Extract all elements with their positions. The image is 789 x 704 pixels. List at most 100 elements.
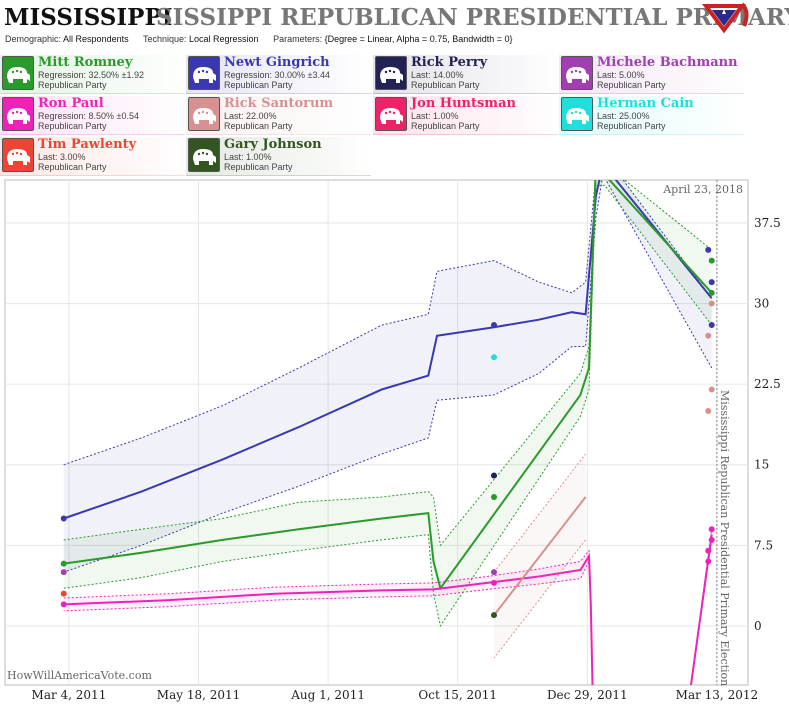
poll-point xyxy=(705,332,712,339)
series-line xyxy=(493,496,587,616)
series-line xyxy=(63,180,713,591)
candidate-name: Herman Cain xyxy=(597,96,694,111)
flag-logo-icon xyxy=(698,0,750,50)
candidate-stat: Last: 1.00% xyxy=(411,111,459,121)
candidate-stat: Last: 22.00% xyxy=(224,111,277,121)
x-tick-label: Aug 1, 2011 xyxy=(290,688,365,702)
candidate-card[interactable]: Rick Perry Last: 14.00% Republican Party xyxy=(373,55,558,94)
poll-point xyxy=(708,300,715,307)
elephant-icon xyxy=(188,97,220,131)
elephant-icon xyxy=(561,97,593,131)
elephant-icon xyxy=(375,97,407,131)
candidate-name: Gary Johnson xyxy=(224,137,322,152)
poll-point xyxy=(708,257,715,264)
candidate-card[interactable]: Jon Huntsman Last: 1.00% Republican Part… xyxy=(373,96,558,135)
series-group xyxy=(60,180,715,685)
candidate-name: Rick Perry xyxy=(411,55,488,70)
poll-point xyxy=(490,493,497,500)
candidate-name: Newt Gingrich xyxy=(224,55,330,70)
lower-bound-line xyxy=(63,180,713,573)
title-bar: MISSISSIPPI SISSIPPI REPUBLICAN PRESIDEN… xyxy=(0,0,789,34)
poll-point xyxy=(60,590,67,597)
poll-point xyxy=(490,569,497,576)
poll-point xyxy=(705,408,712,415)
candidate-name: Mitt Romney xyxy=(38,55,133,70)
poll-point xyxy=(705,246,712,253)
confidence-band xyxy=(63,180,712,626)
election-label: Mississippi Republican Presidential Prim… xyxy=(718,390,731,686)
candidate-card[interactable]: Michele Bachmann Last: 5.00% Republican … xyxy=(559,55,744,94)
y-tick-label: 22.5 xyxy=(754,377,781,391)
upper-bound-line xyxy=(63,549,593,685)
poll-point xyxy=(490,579,497,586)
candidate-party: Republican Party xyxy=(411,80,480,90)
poll-point xyxy=(490,612,497,619)
elephant-icon xyxy=(2,97,34,131)
candidate-card[interactable]: Rick Santorum Last: 22.00% Republican Pa… xyxy=(186,96,371,135)
candidate-party: Republican Party xyxy=(411,121,480,131)
candidate-stat: Last: 25.00% xyxy=(597,111,650,121)
poll-point xyxy=(60,601,67,608)
elephant-icon xyxy=(561,56,593,90)
parameters-label: Parameters: xyxy=(273,34,323,44)
candidate-stat: Last: 5.00% xyxy=(597,70,645,80)
technique-value: Local Regression xyxy=(189,34,259,44)
lower-bound-line xyxy=(493,539,586,659)
watermark: HowWillAmericaVote.com xyxy=(7,669,152,682)
candidate-card[interactable]: Herman Cain Last: 25.00% Republican Part… xyxy=(559,96,744,135)
poll-point xyxy=(60,569,67,576)
candidate-party: Republican Party xyxy=(38,162,107,172)
x-tick-label: Mar 13, 2012 xyxy=(676,688,758,702)
poll-point xyxy=(708,526,715,533)
upper-bound-line xyxy=(63,180,713,547)
candidate-party: Republican Party xyxy=(597,80,666,90)
x-tick-label: Mar 4, 2011 xyxy=(32,688,107,702)
y-tick-label: 15 xyxy=(754,458,769,472)
candidate-legend: Mitt Romney Regression: 32.50% ±1.92 Rep… xyxy=(0,55,789,176)
demographic-value: All Respondents xyxy=(63,34,129,44)
parameters-value: {Degree = Linear, Alpha = 0.75, Bandwidt… xyxy=(324,34,513,44)
elephant-icon xyxy=(2,56,34,90)
poll-point xyxy=(705,547,712,554)
candidate-party: Republican Party xyxy=(38,80,107,90)
page-title: SISSIPPI REPUBLICAN PRESIDENTIAL PRIMARY… xyxy=(156,4,789,31)
confidence-band xyxy=(63,180,712,573)
poll-point xyxy=(708,279,715,286)
candidate-party: Republican Party xyxy=(38,121,107,131)
elephant-icon xyxy=(188,138,220,172)
candidate-card[interactable]: Mitt Romney Regression: 32.50% ±1.92 Rep… xyxy=(0,55,185,94)
candidate-stat: Regression: 8.50% ±0.54 xyxy=(38,111,139,121)
x-tick-label: Oct 15, 2011 xyxy=(418,688,497,702)
poll-point xyxy=(708,289,715,296)
candidate-name: Jon Huntsman xyxy=(411,96,516,111)
candidate-party: Republican Party xyxy=(224,121,293,131)
poll-point xyxy=(708,386,715,393)
poll-point xyxy=(708,536,715,543)
page-title-state: MISSISSIPPI xyxy=(4,4,173,31)
candidate-stat: Regression: 32.50% ±1.92 xyxy=(38,70,145,80)
candidate-name: Ron Paul xyxy=(38,96,104,111)
elephant-icon xyxy=(188,56,220,90)
candidate-card[interactable]: Gary Johnson Last: 1.00% Republican Part… xyxy=(186,137,371,176)
candidate-card[interactable]: Ron Paul Regression: 8.50% ±0.54 Republi… xyxy=(0,96,185,135)
upper-bound-line xyxy=(493,453,586,573)
candidate-stat: Last: 3.00% xyxy=(38,152,86,162)
poll-point xyxy=(705,558,712,565)
y-tick-label: 37.5 xyxy=(754,216,781,230)
y-tick-label: 0 xyxy=(754,619,762,633)
poll-point xyxy=(60,515,67,522)
poll-point xyxy=(490,472,497,479)
candidate-party: Republican Party xyxy=(224,162,293,172)
y-tick-label: 30 xyxy=(754,297,769,311)
x-tick-label: Dec 29, 2011 xyxy=(547,688,628,702)
poll-point xyxy=(60,560,67,567)
y-tick-label: 7.5 xyxy=(754,538,773,552)
candidate-card[interactable]: Newt Gingrich Regression: 30.00% ±3.44 R… xyxy=(186,55,371,94)
candidate-card[interactable]: Tim Pawlenty Last: 3.00% Republican Part… xyxy=(0,137,185,176)
candidate-party: Republican Party xyxy=(224,80,293,90)
poll-chart: Mar 4, 2011 May 18, 2011 Aug 1, 2011 Oct 15… xyxy=(4,179,781,702)
elephant-icon xyxy=(375,56,407,90)
poll-point xyxy=(490,322,497,329)
confidence-band xyxy=(63,550,593,685)
candidate-name: Tim Pawlenty xyxy=(38,137,137,152)
